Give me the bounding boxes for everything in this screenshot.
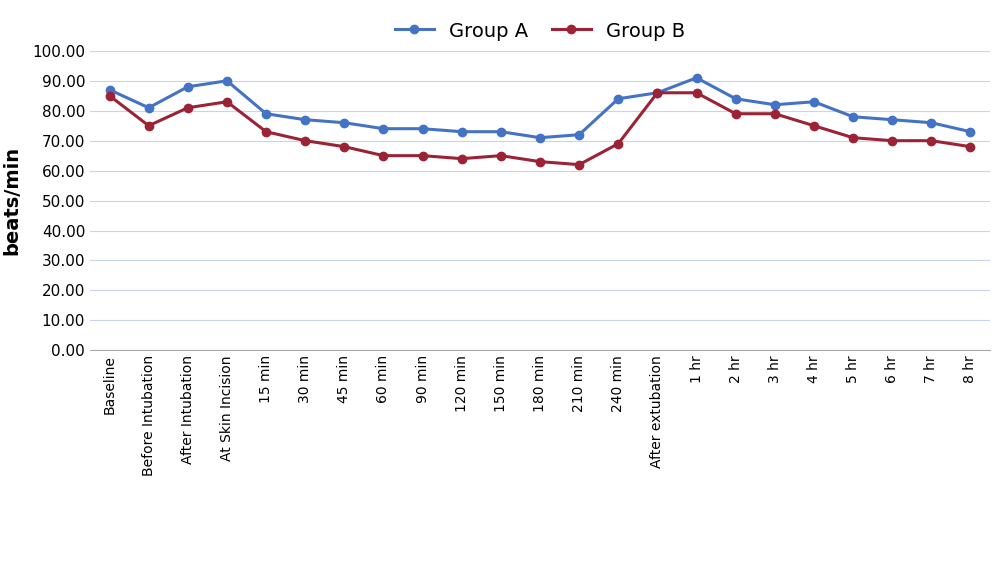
Group A	[456, 128, 468, 135]
Group B	[847, 134, 859, 141]
Group A	[847, 114, 859, 120]
Group A	[769, 101, 781, 108]
Group B	[651, 89, 663, 96]
Group B	[769, 110, 781, 117]
Group A	[651, 89, 663, 96]
Group B	[182, 105, 194, 111]
Y-axis label: beats/min: beats/min	[2, 146, 21, 255]
Group A	[260, 110, 272, 117]
Group A	[495, 128, 507, 135]
Group A	[143, 105, 155, 111]
Group A	[417, 125, 429, 132]
Group B	[964, 144, 976, 150]
Group A	[221, 77, 233, 84]
Legend: Group A, Group B: Group A, Group B	[395, 21, 685, 41]
Group B	[104, 93, 116, 99]
Group B	[338, 144, 350, 150]
Group B	[573, 161, 585, 168]
Group A	[338, 119, 350, 126]
Group A	[925, 119, 937, 126]
Group B	[612, 140, 624, 147]
Group A	[534, 134, 546, 141]
Group A	[104, 86, 116, 93]
Group B	[417, 153, 429, 159]
Group B	[221, 98, 233, 105]
Group B	[925, 137, 937, 144]
Group A	[964, 128, 976, 135]
Group B	[456, 155, 468, 162]
Group A	[886, 116, 898, 123]
Group B	[808, 122, 820, 129]
Group A	[299, 116, 311, 123]
Group A	[808, 98, 820, 105]
Group B	[495, 153, 507, 159]
Group B	[886, 137, 898, 144]
Group A	[377, 125, 389, 132]
Group A	[691, 75, 703, 81]
Group B	[260, 128, 272, 135]
Group B	[730, 110, 742, 117]
Group B	[143, 122, 155, 129]
Group B	[691, 89, 703, 96]
Group A	[730, 95, 742, 102]
Line: Group A: Group A	[105, 73, 975, 142]
Group B	[299, 137, 311, 144]
Line: Group B: Group B	[105, 89, 975, 169]
Group B	[377, 153, 389, 159]
Group A	[612, 95, 624, 102]
Group A	[573, 131, 585, 138]
Group A	[182, 84, 194, 90]
Group B	[534, 158, 546, 165]
